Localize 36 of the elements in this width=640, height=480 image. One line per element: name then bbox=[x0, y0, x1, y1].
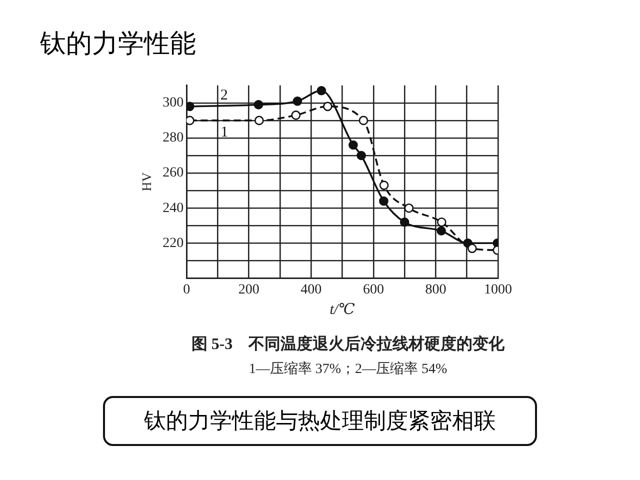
point bbox=[436, 226, 446, 236]
series-label: 1 bbox=[220, 124, 228, 140]
point bbox=[379, 180, 389, 190]
y-tick-label: 220 bbox=[162, 236, 184, 251]
x-tick-label: 400 bbox=[300, 282, 322, 298]
x-tick-label: 0 bbox=[183, 282, 190, 298]
x-axis-title: t/℃ bbox=[330, 302, 356, 318]
x-tick-label: 200 bbox=[238, 282, 260, 298]
point bbox=[400, 217, 410, 227]
x-tick-label: 600 bbox=[362, 282, 384, 298]
point bbox=[436, 217, 446, 227]
point bbox=[254, 116, 264, 126]
point bbox=[186, 102, 194, 112]
chart-title: 钛的力学性能 bbox=[40, 28, 196, 61]
x-tick-label: 1000 bbox=[484, 282, 512, 298]
x-tick-label: 800 bbox=[425, 282, 446, 298]
point bbox=[358, 116, 368, 126]
point bbox=[404, 203, 414, 213]
point bbox=[323, 102, 332, 112]
y-tick-label: 260 bbox=[162, 166, 184, 181]
point bbox=[348, 140, 358, 150]
series-label: 2 bbox=[220, 88, 228, 104]
point bbox=[379, 196, 388, 206]
y-axis-title: HV bbox=[139, 172, 154, 192]
text: 钛的力学性能与热处理制度紧密相联 bbox=[103, 396, 537, 446]
point bbox=[291, 110, 301, 120]
point bbox=[254, 100, 264, 110]
point bbox=[468, 244, 477, 254]
y-tick-label: 280 bbox=[162, 130, 184, 146]
y-tick-label: 300 bbox=[162, 96, 184, 111]
point bbox=[316, 86, 326, 96]
point bbox=[292, 96, 302, 106]
point bbox=[356, 150, 366, 160]
caption: 图 5-3 不同温度退火后冷拉线材硬度的变化 bbox=[190, 334, 506, 355]
text: 1—压缩率 37%；2—压缩率 54% bbox=[248, 360, 448, 378]
y-tick-label: 240 bbox=[162, 200, 184, 216]
